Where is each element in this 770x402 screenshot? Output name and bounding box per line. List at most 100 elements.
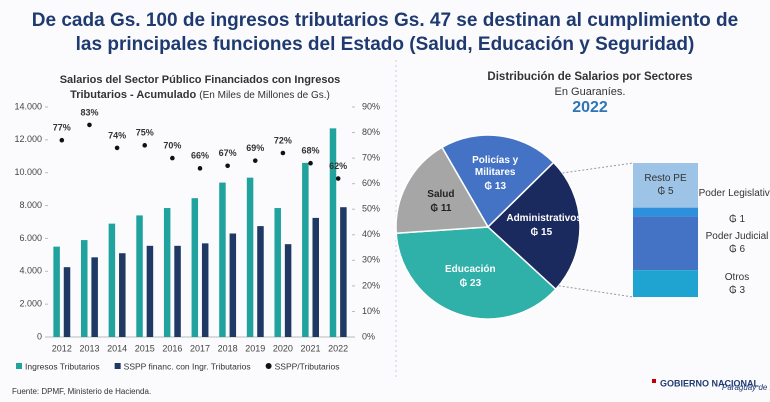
year: 2022 [572,99,608,116]
bar [340,207,347,337]
y2-tick-label: 50% [362,204,380,214]
bar [63,267,71,337]
pie-slice [440,134,555,229]
bar [146,245,154,337]
bar [201,243,209,337]
bar [246,177,254,337]
bar [302,162,309,337]
data-label: 67% [219,148,237,158]
connector [562,162,634,174]
slice-value: ₲ 13 [484,181,507,193]
data-label: 72% [274,135,292,145]
slice-value: ₲ 15 [530,227,553,239]
pie-slice [486,161,581,291]
y2-tick-label: 20% [362,280,380,290]
legend-label: Ingresos Tributarios [25,361,100,371]
chart-title: Salarios del Sector Público Financiados … [59,74,341,101]
dot [142,143,148,148]
data-label: 83% [80,107,98,117]
chart-subtitle: (En Miles de Millones de Gs.) [199,90,330,101]
pie-slice [395,226,557,320]
data-label: 70% [163,140,181,150]
pie-slice [395,146,490,235]
bar [174,245,181,337]
bar [136,215,143,337]
chart-title: Distribución de Salarios por Sectores [487,71,692,83]
segment-value: ₲ 6 [728,244,746,256]
y2-tick-label: 80% [362,127,380,137]
bar [163,208,171,337]
logo: GOBIERNO NACIONAL [660,378,760,388]
legend-swatch [114,363,121,369]
chart-subtitle: En Guaraníes. [555,86,626,98]
data-label: 66% [191,151,209,161]
segment-value: ₲ 1 [728,214,746,226]
x-tick-label: 2022 [328,343,348,353]
data-label: 74% [108,130,126,140]
bar [219,182,226,337]
bar [284,244,292,337]
y-tick-label: 6.000 [19,233,42,243]
bar [91,257,98,337]
y-tick-label: 10.000 [14,167,42,177]
source: Fuente: DPMF, Ministerio de Hacienda. [12,387,151,396]
x-tick-label: 2013 [79,343,99,353]
title-line: las principales funciones del Estado (Sa… [75,34,695,55]
bar [191,198,199,337]
slice-value: ₲ 23 [459,278,482,290]
dot [59,137,65,143]
x-tick-label: 2018 [218,343,238,353]
data-label: 69% [246,143,264,153]
dot [225,163,230,169]
logo-mark [652,379,656,383]
y2-tick-label: 40% [362,229,380,239]
y-tick-label: 14.000 [14,101,42,111]
x-tick-label: 2016 [162,343,182,353]
y-tick-label: 8.000 [19,200,42,210]
bar [81,240,88,337]
data-label: 75% [136,128,154,138]
dot [335,176,341,181]
y-tick-label: 2.000 [19,299,42,309]
x-tick-label: 2021 [301,343,321,353]
stack-segment [633,207,698,217]
segment-label: Otros [724,271,750,283]
stack-segment [633,216,698,271]
y-tick-label: 4.000 [19,266,42,276]
segment-value: ₲ 5 [657,186,674,198]
y2-tick-label: 10% [362,306,380,316]
slice-label: Administrativos [506,213,582,225]
segment-value: ₲ 3 [728,284,746,296]
y2-tick-label: 90% [362,101,380,111]
dot [197,166,203,171]
segment-label: Poder Legislativo [698,188,770,200]
y-tick-label: 12.000 [14,134,42,144]
x-tick-label: 2014 [107,343,127,353]
slice-label: Policías y Militares [472,155,519,179]
legend-swatch [16,363,22,369]
dot [280,150,286,156]
bar [257,226,264,337]
x-tick-label: 2012 [52,343,72,353]
bar [274,208,281,337]
y2-tick-label: 0% [362,331,375,341]
segment-label: Resto PE [644,173,687,185]
connector [558,285,634,298]
x-tick-label: 2020 [273,343,293,353]
x-tick-label: 2019 [245,343,265,353]
legend-label: SSPP financ. con Ingr. Tributarios [124,361,251,371]
y2-tick-label: 70% [362,152,380,162]
slice-value: ₲ 11 [430,202,452,214]
data-label: 77% [53,123,71,133]
data-label: 62% [329,161,347,171]
legend-swatch [265,363,272,369]
x-tick-label: 2017 [190,343,210,353]
stack-segment [633,270,698,297]
dot [308,160,313,166]
bar [229,233,237,337]
bar [108,223,116,337]
slice-label: Educación [445,264,496,276]
x-tick-label: 2015 [135,343,155,353]
